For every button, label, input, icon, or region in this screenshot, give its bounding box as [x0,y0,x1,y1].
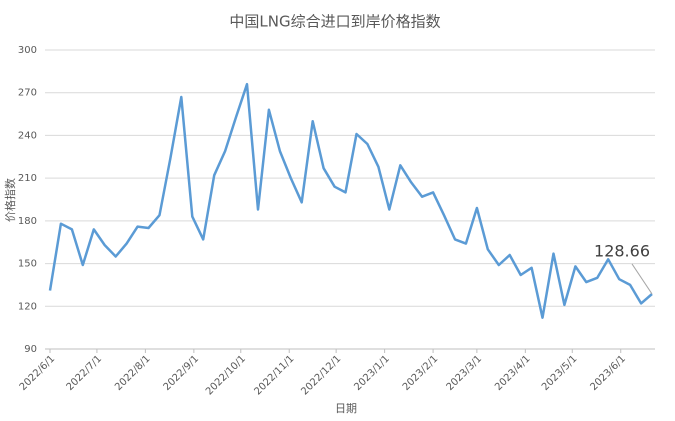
x-tick-label: 2023/3/1 [445,353,485,393]
x-tick-label: 2022/8/1 [113,353,153,393]
y-tick-label: 270 [18,88,37,99]
x-tick-label: 2022/12/1 [299,353,343,397]
y-tick-label: 210 [18,173,37,184]
x-tick-label: 2023/6/1 [588,353,628,393]
annotation-leader [631,263,653,295]
data-line [48,82,653,319]
x-tick-label: 2023/1/1 [352,353,392,393]
x-tick-label: 2022/6/1 [18,353,58,393]
y-tick-label: 120 [18,301,37,312]
y-tick-label: 90 [24,344,37,355]
y-axis-title: 价格指数 [3,178,17,222]
y-tick-label: 150 [18,259,37,270]
x-axis-title: 日期 [335,402,357,415]
chart-title: 中国LNG综合进口到岸价格指数 [229,13,440,31]
y-tick-label: 300 [18,45,37,56]
y-tick-label: 240 [18,130,37,141]
x-tick-label: 2023/2/1 [401,353,441,393]
x-tick-label: 2022/10/1 [204,353,248,397]
x-tick-label: 2023/4/1 [493,353,533,393]
x-tick-label: 2023/5/1 [540,353,580,393]
data-label: 128.66 [594,241,650,260]
x-tick-label: 2022/11/1 [252,353,296,397]
x-tick-label: 2022/7/1 [65,353,105,393]
x-tick-label: 2022/9/1 [162,353,202,393]
y-tick-label: 180 [18,216,37,227]
